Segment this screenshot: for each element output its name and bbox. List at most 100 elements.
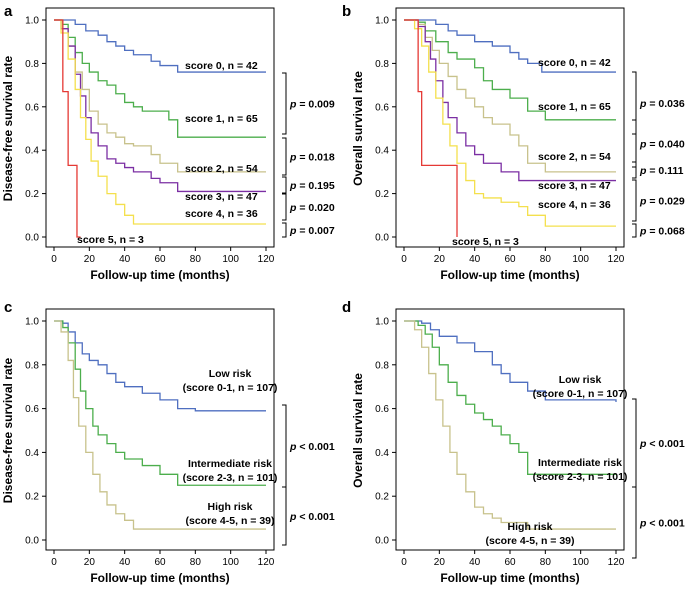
series-line-2: [54, 320, 266, 486]
p-bracket: [282, 137, 287, 176]
series-sublabel: (score 2-3, n = 101): [183, 472, 278, 484]
y-tick-label: 0.6: [25, 102, 39, 113]
plot-frame: [395, 308, 625, 551]
x-tick-label: 60: [504, 254, 516, 265]
x-tick-label: 20: [434, 254, 446, 265]
panel-letter-b: b: [342, 3, 351, 20]
y-tick-label: 1.0: [25, 317, 39, 328]
x-tick-label: 0: [51, 557, 57, 568]
p-bracket: [282, 222, 287, 238]
axes-d: [392, 308, 625, 554]
p-value-label: p = 0.007: [289, 225, 335, 237]
x-tick-label: 100: [572, 557, 589, 568]
series-label: score 1, n = 65: [538, 101, 611, 113]
x-tick-label: 0: [401, 254, 407, 265]
x-tick-label: 20: [434, 557, 446, 568]
x-axis-title: Follow-up time (months): [440, 268, 579, 282]
series-sublabel: (score 0-1, n = 107): [533, 388, 628, 400]
series-label: score 3, n = 47: [185, 191, 258, 203]
p-value-label: p = 0.018: [289, 152, 335, 164]
series-line-2: [54, 19, 266, 138]
series-sublabel: (score 0-1, n = 107): [183, 382, 278, 394]
p-bracket: [632, 223, 637, 238]
y-tick-label: 0.2: [25, 492, 39, 503]
y-tick-label: 0.0: [375, 536, 389, 547]
y-tick-label: 0.2: [25, 189, 39, 200]
y-axis-title: Disease-free survival rate: [1, 55, 15, 201]
axes-b: [392, 7, 625, 251]
x-tick-label: 0: [51, 254, 57, 265]
p-bracket: [282, 486, 287, 546]
y-tick-label: 0.8: [375, 360, 389, 371]
series-line-4: [54, 19, 266, 193]
series-label: score 3, n = 47: [538, 180, 611, 192]
y-tick-label: 0.6: [25, 404, 39, 415]
x-tick-label: 0: [401, 557, 407, 568]
y-tick-label: 0.2: [375, 189, 389, 200]
series-label: Intermediate risk: [188, 458, 272, 470]
x-axis-title: Follow-up time (months): [440, 571, 579, 585]
x-axis-title: Follow-up time (months): [90, 268, 229, 282]
panel-letter-c: c: [4, 299, 12, 316]
y-tick-label: 0.8: [25, 360, 39, 371]
panel-b: 0.0 0.2 0.4 0.6 0.8 1.0 0 20 40 60 80 100 120 Follow-…: [351, 7, 685, 282]
x-tick-label: 100: [222, 254, 239, 265]
series-line-2: [404, 320, 616, 475]
series-line-3: [404, 19, 616, 173]
plot-frame: [45, 308, 275, 551]
p-bracket: [632, 119, 637, 168]
x-tick-label: 120: [608, 557, 625, 568]
p-bracket: [632, 486, 637, 559]
y-tick-label: 0.8: [375, 59, 389, 70]
series-label: High risk: [508, 521, 553, 533]
x-tick-label: 120: [258, 254, 275, 265]
y-tick-label: 1.0: [375, 317, 389, 328]
p-bracket: [632, 398, 637, 488]
axes-a: [42, 7, 275, 251]
series-line-5: [54, 19, 266, 225]
series-line-6: [404, 19, 458, 237]
series-label: score 0, n = 42: [538, 57, 611, 69]
p-value-label: p = 0.020: [289, 202, 335, 214]
x-tick-label: 100: [572, 254, 589, 265]
y-tick-label: 0.2: [375, 492, 389, 503]
p-value-label: p < 0.001: [289, 441, 335, 453]
x-tick-label: 80: [190, 254, 202, 265]
series-line-1: [404, 19, 616, 73]
y-tick-label: 0.4: [375, 448, 389, 459]
y-tick-label: 0.4: [25, 448, 39, 459]
series-label: score 5, n = 3: [452, 236, 519, 248]
p-value-label: p < 0.001: [639, 438, 685, 450]
x-tick-label: 40: [469, 557, 481, 568]
series-label: score 0, n = 42: [185, 60, 258, 72]
x-tick-label: 120: [608, 254, 625, 265]
series-label: Low risk: [209, 368, 252, 380]
y-tick-label: 0.4: [375, 146, 389, 157]
p-value-label: p = 0.009: [289, 99, 335, 111]
x-tick-label: 40: [119, 254, 131, 265]
p-bracket: [282, 193, 287, 221]
series-sublabel: (score 2-3, n = 101): [533, 471, 628, 483]
series-line-1: [54, 19, 266, 73]
x-tick-label: 60: [504, 557, 516, 568]
x-tick-label: 60: [154, 557, 166, 568]
panel-c: 0.0 0.2 0.4 0.6 0.8 1.0 0 20 40 60 80 100 120 Follow-…: [1, 308, 335, 585]
p-value-label: p < 0.001: [289, 511, 335, 523]
series-label: High risk: [208, 501, 253, 513]
p-value-label: p = 0.111: [639, 165, 684, 177]
p-bracket: [282, 404, 287, 488]
panel-letter-a: a: [4, 3, 13, 20]
x-tick-label: 80: [540, 254, 552, 265]
p-value-label: p = 0.040: [639, 139, 685, 151]
p-bracket: [632, 161, 637, 179]
y-tick-label: 0.0: [25, 233, 39, 244]
series-label: Intermediate risk: [538, 457, 622, 469]
p-value-label: p = 0.036: [639, 98, 685, 110]
p-bracket: [632, 71, 637, 135]
panel-a: 0.0 0.2 0.4 0.6 0.8 1.0 0 20 40 60 80 100 120 Follow-…: [1, 7, 335, 282]
panel-d: 0.0 0.2 0.4 0.6 0.8 1.0 0 20 40 60 80 100 120 Follow-…: [351, 308, 685, 585]
x-tick-label: 120: [258, 557, 275, 568]
p-value-label: p < 0.001: [639, 518, 685, 530]
x-tick-label: 60: [154, 254, 166, 265]
